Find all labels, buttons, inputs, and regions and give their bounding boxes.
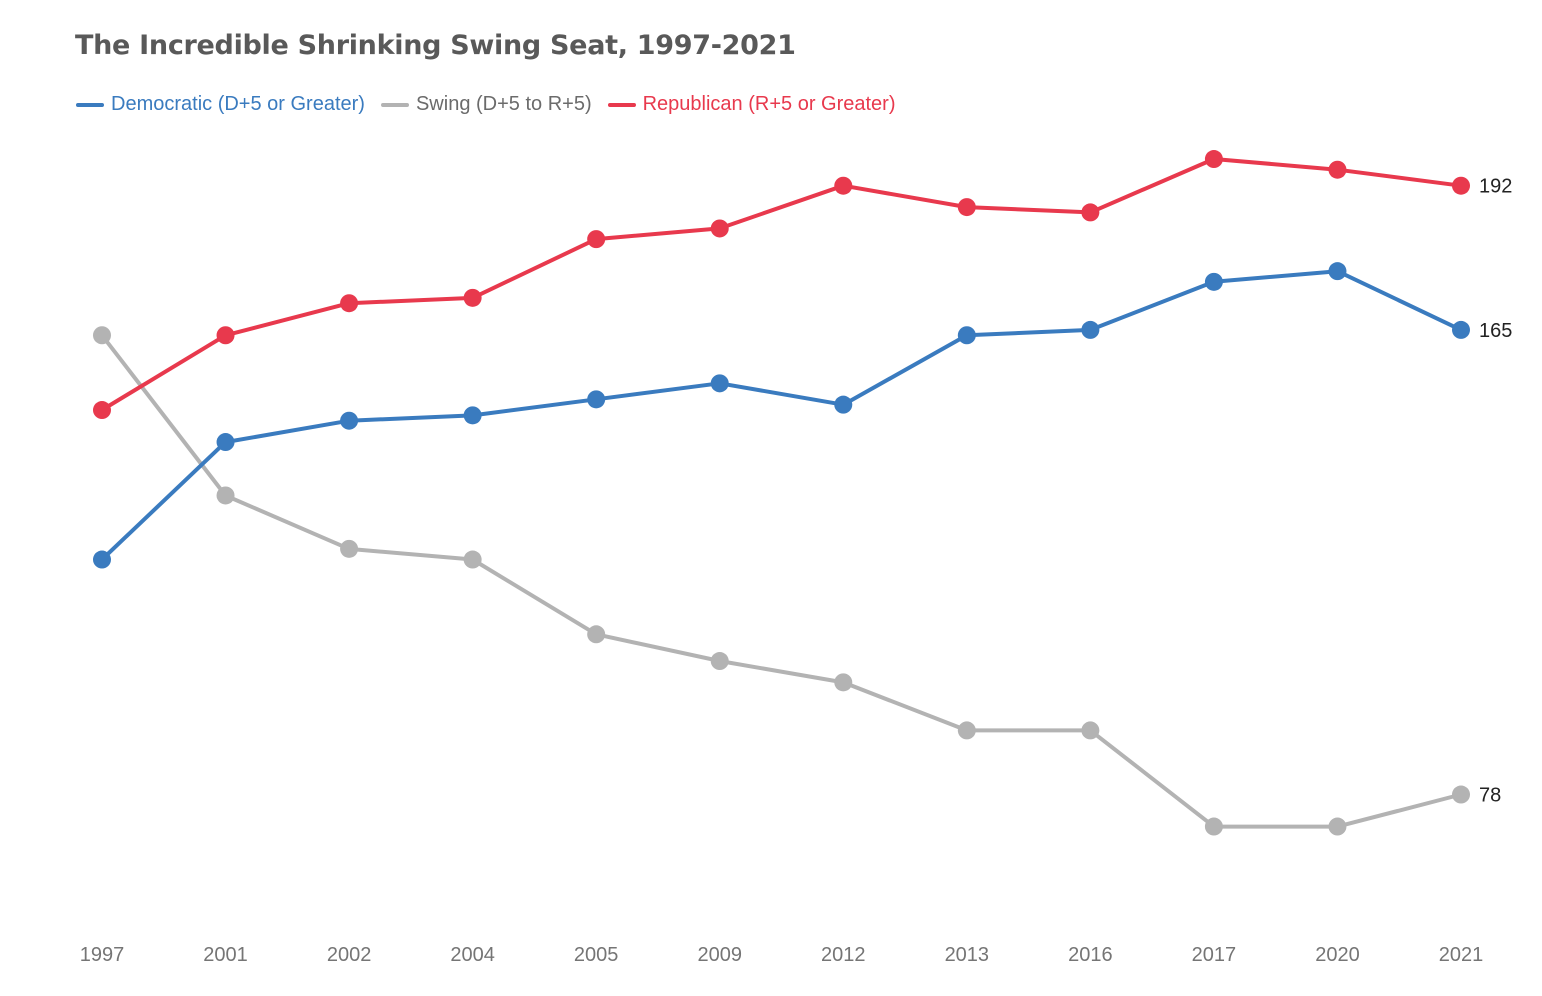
data-point-republican-2017	[1204, 150, 1223, 169]
data-point-swing-2013	[957, 721, 976, 740]
data-point-swing-2002	[340, 539, 359, 558]
legend-label-swing: Swing (D+5 to R+5)	[415, 93, 592, 115]
data-point-swing-2012	[834, 673, 853, 692]
series-line-republican	[100, 157, 1463, 412]
legend-label-democratic: Democratic (D+5 or Greater)	[111, 93, 365, 115]
data-point-republican-2021	[1452, 176, 1470, 195]
data-point-swing-2017	[1204, 817, 1223, 836]
end-label-republican: 192	[1479, 176, 1512, 198]
end-label-swing: 78	[1479, 785, 1501, 807]
data-point-swing-2016	[1081, 721, 1100, 740]
data-point-republican-2012	[834, 176, 853, 195]
data-point-swing-2021	[1452, 785, 1470, 804]
series-line-swing	[100, 333, 1463, 829]
x-tick-label-2021: 2021	[1439, 944, 1484, 966]
x-tick-label-2016: 2016	[1068, 944, 1113, 966]
legend-swatch-democratic	[76, 102, 104, 107]
end-label-democratic: 165	[1479, 320, 1512, 342]
data-point-republican-2009	[710, 219, 729, 238]
data-point-swing-2009	[710, 652, 729, 671]
data-point-swing-2020	[1328, 817, 1347, 836]
legend-item-democratic: Democratic (D+5 or Greater)	[76, 93, 365, 116]
series-line-democratic	[100, 269, 1463, 562]
data-point-democratic-2013	[957, 326, 976, 345]
data-point-republican-2013	[957, 198, 976, 217]
x-tick-label-2017: 2017	[1192, 944, 1237, 966]
data-point-democratic-2012	[834, 395, 853, 414]
x-tick-label-2001: 2001	[203, 944, 248, 966]
data-point-republican-1997	[93, 401, 111, 420]
data-point-republican-2005	[587, 230, 606, 249]
data-point-swing-2001	[216, 486, 235, 505]
data-point-democratic-2005	[587, 390, 606, 409]
legend-label-republican: Republican (R+5 or Greater)	[642, 93, 896, 115]
data-point-democratic-2002	[340, 411, 359, 430]
x-tick-label-2012: 2012	[821, 944, 866, 966]
x-tick-label-1997: 1997	[80, 944, 125, 966]
legend-swatch-republican	[607, 102, 636, 107]
data-point-republican-2016	[1081, 203, 1100, 222]
legend-item-republican: Republican (R+5 or Greater)	[607, 93, 896, 116]
data-point-democratic-2021	[1452, 320, 1470, 339]
chart-title: The Incredible Shrinking Swing Seat, 199…	[75, 30, 796, 61]
data-point-democratic-1997	[93, 550, 111, 569]
x-tick-label-2020: 2020	[1315, 944, 1360, 966]
x-tick-label-2002: 2002	[327, 944, 372, 966]
data-point-democratic-2001	[216, 433, 235, 452]
data-point-democratic-2020	[1328, 262, 1347, 281]
data-point-republican-2020	[1328, 160, 1347, 179]
data-point-republican-2002	[340, 294, 359, 313]
x-tick-label-2004: 2004	[450, 944, 495, 966]
data-point-democratic-2004	[463, 406, 482, 425]
data-point-republican-2001	[216, 326, 235, 345]
x-tick-label-2013: 2013	[945, 944, 990, 966]
data-point-democratic-2009	[710, 374, 729, 393]
x-tick-label-2005: 2005	[574, 944, 619, 966]
data-point-swing-1997	[93, 326, 111, 345]
data-point-democratic-2016	[1081, 320, 1100, 339]
legend-swatch-swing	[380, 102, 409, 107]
data-point-republican-2004	[463, 288, 482, 307]
data-point-swing-2004	[463, 550, 482, 569]
data-point-democratic-2017	[1204, 272, 1223, 291]
data-point-swing-2005	[587, 625, 606, 644]
legend: Democratic (D+5 or Greater) Swing (D+5 t…	[76, 93, 912, 116]
legend-item-swing: Swing (D+5 to R+5)	[380, 93, 592, 116]
x-tick-label-2009: 2009	[697, 944, 742, 966]
